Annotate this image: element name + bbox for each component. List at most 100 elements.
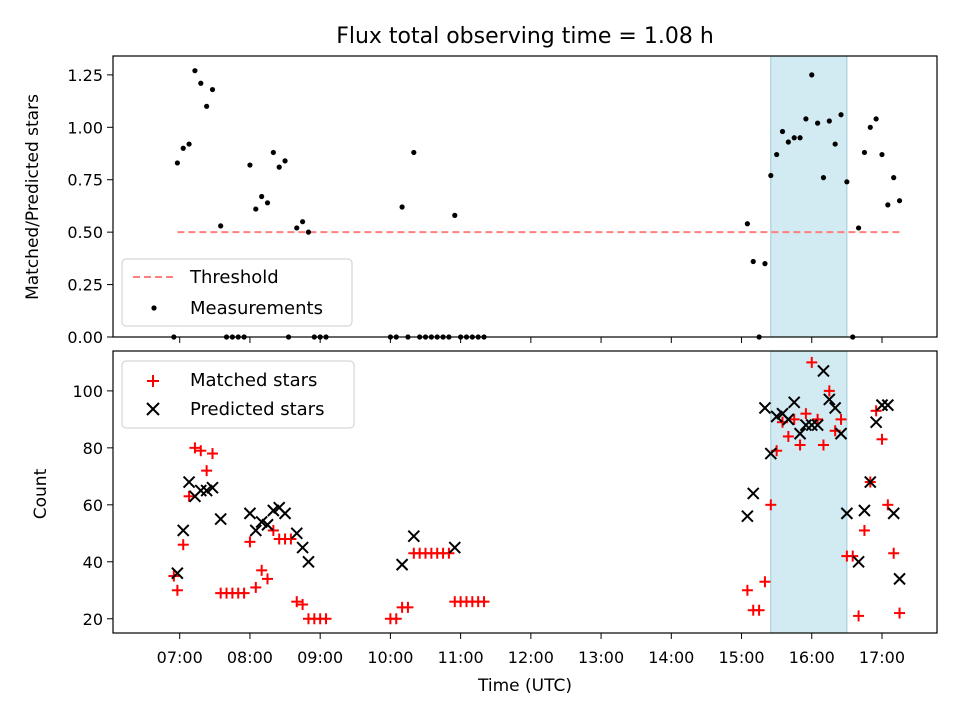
matched-star-point [189,442,201,454]
predicted-star-point [817,364,830,378]
matched-star-point [171,584,183,596]
matched-star-point [870,405,882,417]
x-tick-label: 15:00 [718,648,764,667]
matched-star-point [402,601,414,613]
matched-star-point [876,433,888,445]
predicted-star-point [881,398,895,412]
matched-star-point [894,607,906,619]
measurement-point [452,212,458,218]
predicted-star-point [887,507,900,520]
predicted-star-point [407,529,421,543]
legend-predicted-swatch [146,402,160,416]
matched-star-point [250,581,262,593]
measurement-point [879,151,885,158]
y-tick-label: 1.25 [67,66,103,85]
measurement-point [305,229,312,235]
predicted-star-point [764,447,778,460]
predicted-star-point [302,555,315,568]
top-y-axis: 0.00 0.25 0.50 0.75 1.00 1.25 [67,66,113,347]
measurement-point [180,145,186,151]
measurement-point [399,204,405,210]
matched-star-point [823,385,835,397]
measurement-point [253,206,259,212]
top-legend-box [121,258,353,327]
top-panel: 0.00 0.25 0.50 0.75 1.00 1.25 Matched/Predict… [23,55,938,347]
top-x-ticks [179,337,883,343]
x-tick-label: 08:00 [227,648,273,667]
matched-star-point [888,547,900,559]
x-tick-label: 12:00 [508,648,554,667]
y-tick-label: 0.00 [67,328,103,347]
measurement-point [768,172,774,179]
x-tick-label: 07:00 [157,648,203,667]
y-tick-label: 0.50 [67,223,103,242]
matched-star-point [782,430,794,442]
legend-measurements-swatch [151,305,157,311]
predicted-star-point [858,504,871,517]
measurement-point [779,128,786,135]
measurement-point [209,86,216,93]
measurement-point [791,135,797,141]
y-tick-label: 0.25 [67,276,103,295]
predicted-star-point [875,398,889,412]
predicted-star-point [206,481,219,494]
measurement-point [891,175,897,181]
measurement-point [832,141,838,147]
matched-star-point [759,576,771,588]
measurement-point [282,158,288,164]
measurement-point [815,120,821,126]
matched-star-point [765,499,777,511]
matched-star-point [195,445,207,457]
top-axes-frame [112,55,938,338]
matched-star-point [794,439,806,451]
legend-predicted-label: Predicted stars [190,399,324,420]
measurement-point [797,135,803,141]
measurement-point [873,116,879,122]
predicted-star-point [747,487,760,500]
matched-star-point [847,550,859,562]
measurement-point [820,175,827,181]
measurement-point [204,103,210,109]
x-tick-label: 16:00 [789,648,835,667]
x-axis-label: Time (UTC) [477,676,572,696]
measurement-point [198,80,204,86]
legend-measurements-label: Measurements [190,298,323,319]
y-tick-label: 100 [72,382,103,401]
predicted-star-point [182,475,196,489]
matched-star-point [858,524,870,536]
measurement-point [826,118,832,124]
predicted-star-point [864,475,877,489]
chart-title: Flux total observing time = 1.08 h [336,24,714,49]
predicted-star-point [249,524,263,537]
measurement-point [259,193,265,200]
legend-threshold-label: Threshold [189,267,279,288]
matched-star-point [244,536,256,548]
matched-star-point [835,413,847,425]
x-tick-label: 10:00 [367,648,413,667]
measurement-point [294,225,300,231]
measurement-point [300,219,306,225]
matched-star-point [753,604,765,616]
predicted-star-point [799,418,813,432]
predicted-star-point [758,401,772,415]
predicted-star-point [787,396,801,409]
measurement-point [867,124,873,130]
measurement-point [411,149,417,156]
y-tick-label: 20 [83,610,103,629]
matched-star-point [256,564,268,576]
predicted-star-point [828,401,842,415]
predicted-star-point [741,510,754,523]
matched-star-point [390,613,402,625]
measurement-point [276,164,282,170]
measurement-point [855,225,862,231]
measurement-point [750,258,756,265]
predicted-star-point [840,507,854,520]
matched-star-point [291,596,303,608]
top-y-axis-label: Matched/Predicted stars [23,94,43,300]
measurement-point [186,141,192,147]
measurement-point [803,116,809,122]
y-tick-label: 60 [83,496,103,515]
bottom-panel: 20 40 60 80 100 07:00 08:00 09:00 10:00 11:00 12:… [31,350,938,696]
x-tick-label: 17:00 [859,648,905,667]
